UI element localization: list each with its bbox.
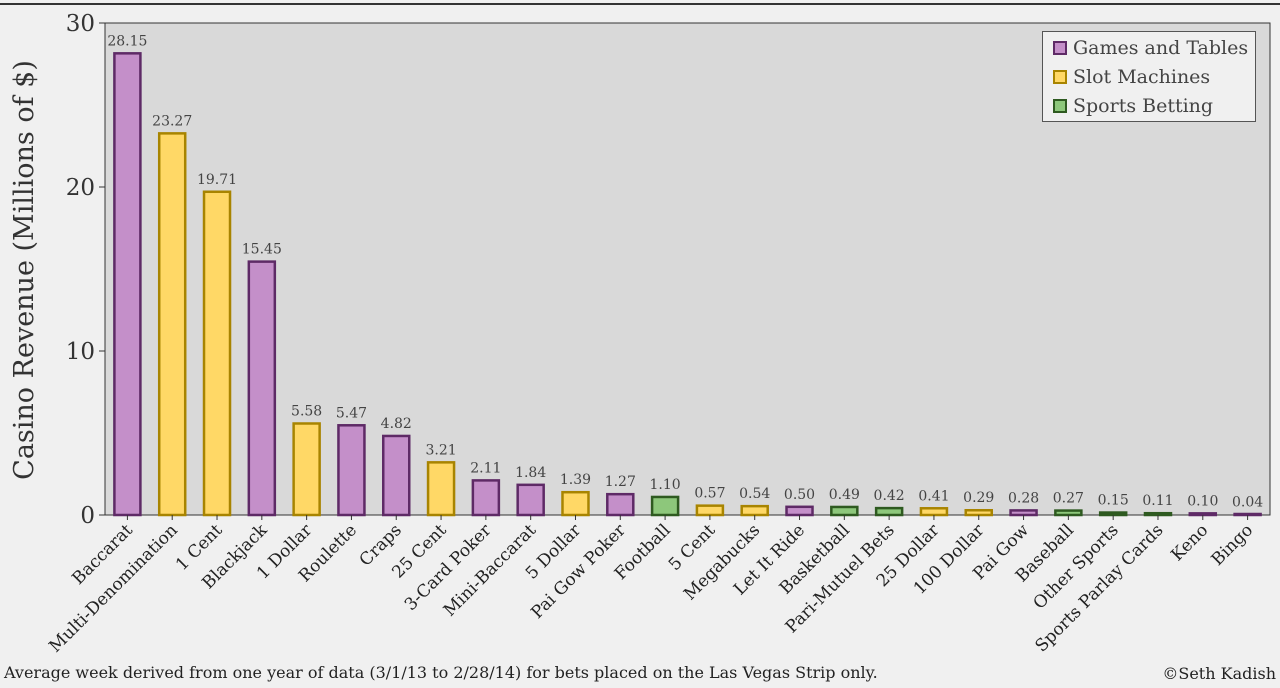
- data-label: 1.10: [650, 477, 681, 493]
- data-label: 23.27: [152, 113, 192, 129]
- data-label: 1.39: [560, 472, 591, 488]
- data-label: 0.42: [874, 488, 905, 504]
- bar: [1054, 509, 1083, 517]
- data-label: 0.49: [829, 487, 860, 503]
- bar: [1098, 511, 1128, 517]
- data-label: 0.04: [1232, 494, 1263, 510]
- bar: [113, 52, 142, 517]
- data-label: 5.58: [291, 403, 322, 419]
- top-border-line: [0, 3, 1280, 5]
- bar: [964, 508, 993, 517]
- y-axis-label: Casino Revenue (Millions of $): [9, 60, 40, 480]
- legend: Games and Tables Slot Machines Sports Be…: [1042, 31, 1256, 122]
- bar: [247, 260, 277, 517]
- bar: [561, 490, 590, 517]
- bar: [471, 479, 501, 517]
- bar: [426, 461, 456, 517]
- bar: [874, 506, 904, 517]
- y-tick-label: 20: [66, 175, 95, 201]
- data-label: 15.45: [242, 242, 282, 258]
- bar: [919, 507, 949, 517]
- data-label: 0.28: [1008, 490, 1039, 506]
- data-label: 0.57: [694, 486, 725, 502]
- bar: [1188, 512, 1218, 517]
- legend-label-slot-machines: Slot Machines: [1073, 66, 1211, 88]
- credit: ©Seth Kadish: [1162, 664, 1276, 683]
- bar: [1009, 509, 1038, 517]
- bar: [830, 505, 859, 517]
- data-label: 28.15: [107, 33, 147, 49]
- legend-item-slot-machines: Slot Machines: [1053, 65, 1210, 89]
- footnote: Average week derived from one year of da…: [4, 663, 878, 682]
- y-tick-label: 0: [80, 503, 95, 529]
- legend-item-games-and-tables: Games and Tables: [1053, 36, 1248, 60]
- legend-label-games-and-tables: Games and Tables: [1073, 37, 1249, 59]
- bar: [695, 504, 725, 517]
- data-label: 0.41: [918, 488, 949, 504]
- data-label: 0.27: [1053, 491, 1084, 507]
- y-tick-label: 10: [66, 339, 95, 365]
- data-label: 0.50: [784, 487, 815, 503]
- data-label: 3.21: [425, 442, 456, 458]
- legend-item-sports-betting: Sports Betting: [1053, 94, 1213, 118]
- legend-swatch-sports-betting: [1053, 99, 1067, 113]
- data-label: 1.27: [605, 474, 636, 490]
- bar: [1233, 512, 1262, 517]
- data-label: 5.47: [336, 405, 367, 421]
- legend-swatch-slot-machines: [1053, 70, 1067, 84]
- data-label: 19.71: [197, 172, 237, 188]
- bar: [1143, 511, 1173, 517]
- data-label: 0.29: [963, 490, 994, 506]
- data-label: 4.82: [381, 416, 412, 432]
- bar: [382, 434, 411, 517]
- data-label: 0.11: [1142, 493, 1173, 509]
- data-label: 2.11: [470, 460, 501, 476]
- bar: [292, 422, 321, 517]
- bars-group: 28.15 23.27 19.71 15.45 5.58 5.47 4.82 3.21 2.11…: [107, 33, 1263, 517]
- bar: [650, 495, 680, 517]
- bar: [157, 132, 187, 517]
- data-label: 0.10: [1187, 493, 1218, 509]
- x-tick-label: Keno: [1167, 520, 1212, 565]
- bar: [740, 504, 769, 517]
- data-label: 0.54: [739, 486, 770, 502]
- y-tick-label: 30: [66, 11, 95, 37]
- bar: [202, 190, 232, 517]
- bar: [606, 492, 635, 517]
- legend-label-sports-betting: Sports Betting: [1073, 95, 1214, 117]
- data-label: 0.15: [1098, 493, 1129, 509]
- legend-swatch-games-and-tables: [1053, 41, 1067, 55]
- data-label: 1.84: [515, 465, 546, 481]
- x-tick-label: Bingo: [1208, 520, 1257, 569]
- bar: [337, 424, 366, 517]
- bar: [516, 483, 545, 517]
- bar: [785, 505, 814, 517]
- y-axis: 0 10 20 30: [66, 11, 105, 529]
